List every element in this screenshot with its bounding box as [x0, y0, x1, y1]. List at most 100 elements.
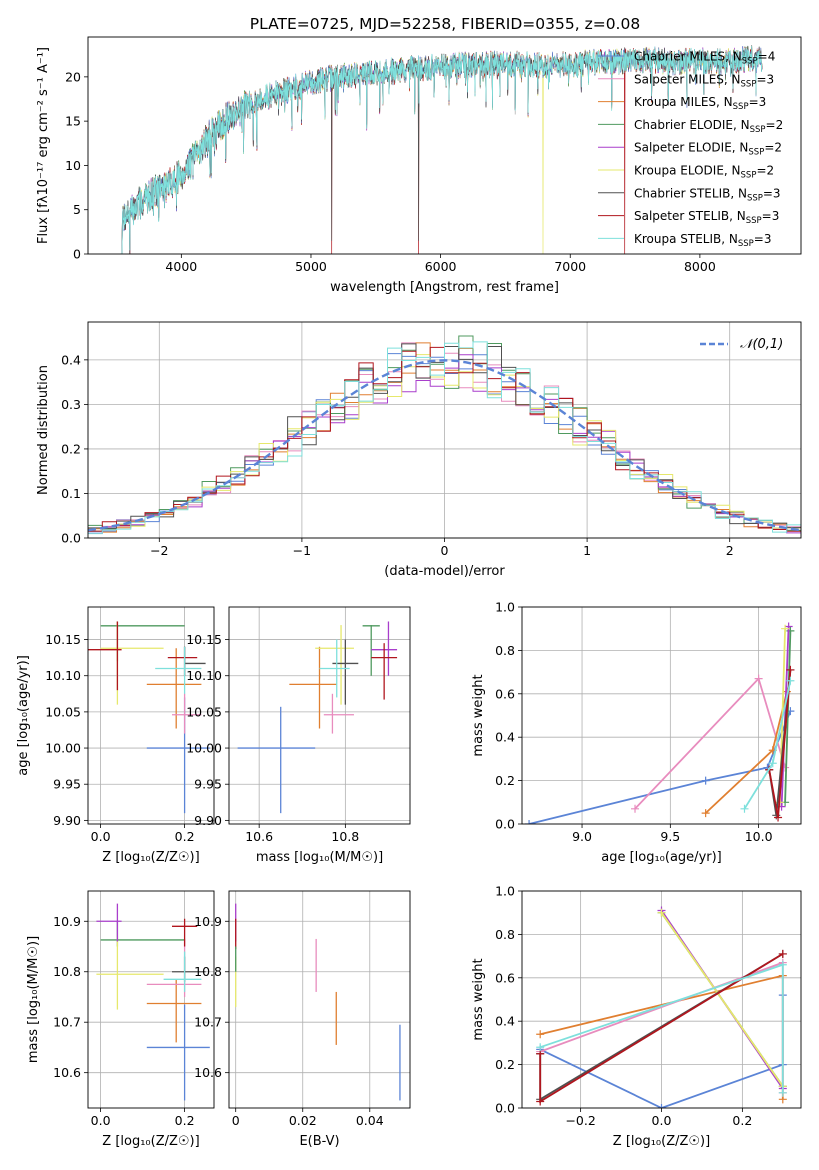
y-tick-label: 0.2 — [495, 1057, 515, 1072]
legend-subscript: SSP — [750, 125, 766, 135]
y-tick-label: 10.8 — [53, 964, 81, 979]
histogram-step — [88, 354, 801, 532]
legend-text: Chabrier STELIB, N — [634, 186, 747, 200]
y-axis-label: mass [log₁₀(M/M☉)] — [26, 936, 41, 1063]
y-tick-label: 15 — [65, 114, 81, 129]
legend-label: Salpeter ELODIE, NSSP=2 — [634, 141, 782, 158]
axes-frame — [521, 606, 802, 825]
y-axis-label: age [log₁₀(age/yr)] — [16, 655, 31, 776]
weight-point — [536, 1043, 545, 1052]
plot-area — [88, 335, 801, 535]
plot-area — [96, 903, 210, 1101]
legend-text: =3 — [763, 186, 781, 200]
legend-text: =2 — [766, 118, 784, 132]
legend-text: Salpeter MILES, N — [634, 72, 741, 86]
legend-text: Kroupa STELIB, N — [634, 232, 738, 246]
y-axis-label: Normed distribution — [36, 365, 51, 495]
panel-massweight_vs_age: 9.0 9.5 10.0 0.0 0.2 0.4 0.6 0.8 1.0 age [log₁₀(a… — [471, 600, 802, 865]
weight-line — [784, 630, 792, 803]
panel-age_vs_Z: 0.0 0.2 9.90 9.95 10.00 10.05 10.10 10.15 Z [log… — [16, 606, 215, 865]
y-tick-label: 10.6 — [194, 1065, 222, 1080]
legend-subscript: SSP — [747, 193, 763, 203]
x-axis-label: age [log₁₀(age/yr)] — [601, 850, 722, 865]
plot-area — [88, 621, 210, 814]
weight-point — [786, 676, 795, 685]
legend-label: Kroupa ELODIE, NSSP=2 — [634, 164, 774, 181]
y-tick-label: 10.7 — [194, 1015, 222, 1030]
x-tick-label: 0.0 — [91, 829, 111, 844]
weight-point — [768, 759, 777, 768]
weight-point — [754, 674, 763, 683]
y-tick-label: 0.8 — [495, 643, 515, 658]
x-tick-label: 0.0 — [652, 1113, 672, 1128]
plot-area — [120, 45, 763, 254]
panel-residuals: −2 −1 0 1 2 0.0 0.1 0.2 0.3 0.4 (data-model)/error… — [36, 321, 802, 579]
y-tick-label: 9.95 — [194, 777, 222, 792]
legend-subscript: SSP — [746, 216, 762, 226]
x-tick-label: 8000 — [684, 259, 716, 274]
figure-title: PLATE=0725, MJD=52258, FIBERID=0355, z=0… — [250, 15, 640, 33]
axes-frame — [87, 36, 802, 255]
legend-label: Chabrier ELODIE, NSSP=2 — [634, 118, 783, 135]
legend-text: =2 — [764, 141, 782, 155]
legend-subscript: SSP — [742, 57, 758, 67]
legend-text: Salpeter ELODIE, N — [634, 141, 748, 155]
x-tick-label: 4000 — [165, 259, 197, 274]
x-axis-label: Z [log₁₀(Z/Z☉)] — [613, 1134, 710, 1149]
axes-frame — [87, 606, 215, 825]
y-tick-label: 1.0 — [495, 600, 515, 615]
plot-area — [235, 903, 401, 1101]
legend-label: Salpeter STELIB, NSSP=3 — [634, 209, 779, 226]
axes-frame — [228, 890, 411, 1109]
y-tick-label: 0.6 — [495, 970, 515, 985]
panel-mass_vs_EBV: 0 0.02 0.04 10.6 10.7 10.8 10.9 E(B-V) — [194, 890, 411, 1149]
gaussian-curve — [88, 359, 801, 532]
spectrum-line-kroupa-stelib — [120, 46, 763, 254]
weight-point — [701, 809, 710, 818]
panel-age_vs_mass: 10.6 10.8 9.90 9.95 10.00 10.05 10.10 10.15 mass… — [186, 606, 411, 865]
weight-point — [778, 949, 787, 958]
y-tick-label: 0.3 — [61, 397, 81, 412]
y-tick-label: 0 — [73, 247, 81, 262]
weight-point — [778, 960, 787, 969]
x-tick-label: 0.04 — [356, 1113, 384, 1128]
weight-line — [528, 710, 792, 824]
y-tick-label: 10.15 — [45, 632, 81, 647]
axes-frame — [521, 890, 802, 1109]
weight-line — [660, 912, 784, 1087]
y-tick-label: 10.9 — [53, 914, 81, 929]
plot-area — [237, 621, 398, 814]
y-tick-label: 10.15 — [186, 632, 222, 647]
panel-mass_vs_Z: 0.0 0.2 10.6 10.7 10.8 10.9 Z [log₁₀(Z/Z☉)] mas… — [26, 890, 215, 1149]
x-tick-label: 0.2 — [175, 829, 195, 844]
x-tick-label: 0.0 — [91, 1113, 111, 1128]
x-tick-label: 1 — [583, 543, 591, 558]
x-axis-label: Z [log₁₀(Z/Z☉)] — [102, 1134, 199, 1149]
x-tick-label: 0 — [441, 543, 449, 558]
y-tick-label: 0.0 — [495, 817, 515, 832]
legend-text: =3 — [762, 209, 780, 223]
x-tick-label: 10.6 — [245, 829, 273, 844]
y-axis-label: Flux [fλ10⁻¹⁷ erg cm⁻² s⁻¹ A⁻¹] — [36, 47, 51, 244]
weight-point — [536, 1030, 545, 1039]
weight-point — [740, 804, 749, 813]
x-tick-label: 0 — [232, 1113, 240, 1128]
y-tick-label: 0.6 — [495, 686, 515, 701]
x-tick-label: 2 — [726, 543, 734, 558]
y-tick-label: 0.2 — [61, 441, 81, 456]
y-tick-label: 10.8 — [194, 964, 222, 979]
weight-point — [781, 624, 790, 633]
y-tick-label: 10.9 — [194, 914, 222, 929]
x-tick-label: −2 — [150, 543, 168, 558]
x-axis-label: Z [log₁₀(Z/Z☉)] — [102, 850, 199, 865]
y-tick-label: 1.0 — [495, 884, 515, 899]
weight-point — [657, 908, 666, 917]
legend-text: =4 — [758, 50, 776, 64]
x-tick-label: 9.0 — [572, 829, 592, 844]
x-tick-label: 0.2 — [175, 1113, 195, 1128]
legend-text: =3 — [754, 232, 772, 246]
legend-text: =2 — [756, 164, 774, 178]
axes-frame — [228, 606, 411, 825]
axes-frame — [87, 321, 802, 539]
legend-text: =3 — [756, 72, 774, 86]
